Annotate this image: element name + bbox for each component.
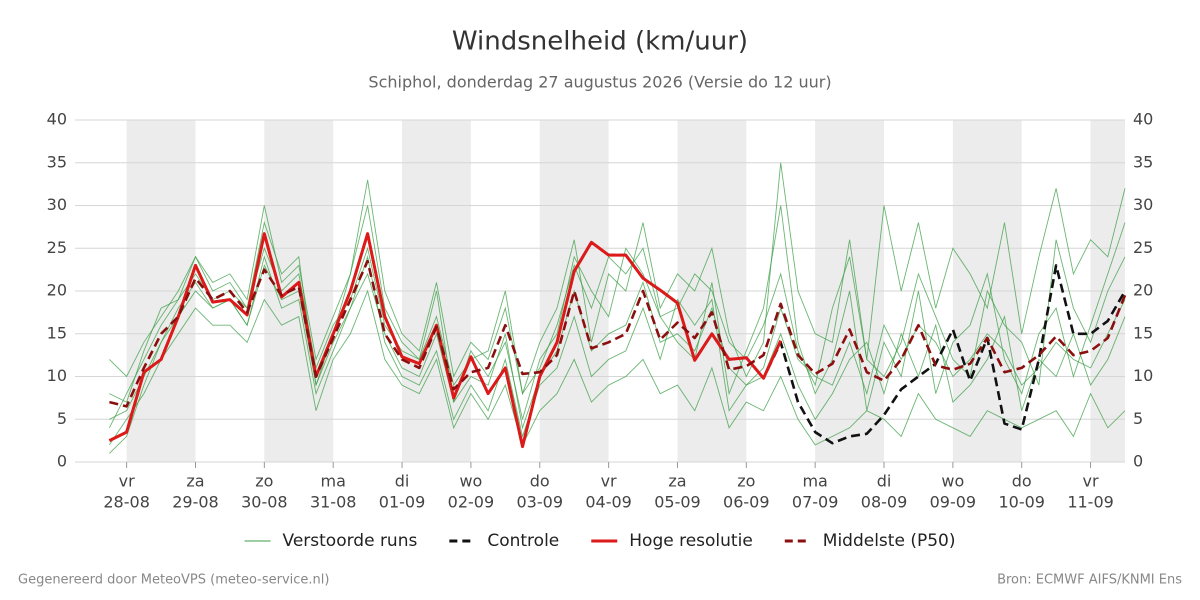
y-tick-label: 20 (47, 281, 67, 300)
legend: Verstoorde runs Controle Hoge resolutie Mid… (244, 531, 956, 551)
x-tick-label: za (186, 472, 204, 491)
y2-tick-label: 30 (1133, 195, 1153, 214)
legend-label: Middelste (P50) (823, 531, 956, 551)
x-tick-label: 02-09 (448, 493, 495, 512)
x-tick-label: 03-09 (517, 493, 564, 512)
y2-tick-label: 0 (1133, 452, 1143, 471)
y2-tick-label: 5 (1133, 409, 1143, 428)
x-tick-label: 28-08 (103, 493, 150, 512)
label-layer: 0 0 5 5 10 10 15 15 20 20 25 25 30 30 35 35 40 40 vr 28-08 z… (47, 110, 1154, 552)
x-tick-label: 05-09 (654, 493, 701, 512)
y-tick-label: 10 (47, 366, 67, 385)
legend-label: Verstoorde runs (283, 531, 418, 551)
x-tick-label: do (1012, 472, 1032, 491)
x-tick-label: vr (119, 472, 135, 491)
ensemble-line (109, 162, 1126, 396)
x-tick-label: 09-09 (930, 493, 977, 512)
y-tick-label: 40 (47, 110, 67, 129)
y-tick-label: 25 (47, 238, 67, 257)
x-tick-label: 07-09 (792, 493, 839, 512)
y2-tick-label: 20 (1133, 281, 1153, 300)
y-tick-label: 30 (47, 195, 67, 214)
chart-title: Windsnelheid (km/uur) (452, 27, 748, 57)
series-line (109, 259, 1127, 408)
x-tick-label: wo (941, 472, 964, 491)
y2-tick-label: 40 (1133, 110, 1153, 129)
y2-tick-label: 10 (1133, 366, 1153, 385)
y-tick-label: 15 (47, 323, 67, 342)
x-tick-label: za (668, 472, 686, 491)
x-tick-label: 30-08 (241, 493, 288, 512)
y-tick-label: 0 (57, 452, 67, 471)
footer-right: Bron: ECMWF AIFS/KNMI Ens (997, 573, 1182, 588)
x-tick-label: ma (802, 472, 827, 491)
y-tick-label: 35 (47, 152, 67, 171)
x-tick-label: vr (1083, 472, 1099, 491)
x-tick-label: zo (737, 472, 755, 491)
legend-label: Controle (487, 531, 559, 551)
y2-tick-label: 15 (1133, 323, 1153, 342)
footer-left: Gegenereerd door MeteoVPS (meteo-service… (18, 573, 329, 588)
chart-subtitle: Schiphol, donderdag 27 augustus 2026 (Ve… (368, 73, 831, 92)
x-tick-label: di (877, 472, 892, 491)
y2-tick-label: 35 (1133, 152, 1153, 171)
x-tick-label: do (530, 472, 550, 491)
ensemble-line (109, 289, 1126, 447)
plot-layer (108, 162, 1127, 454)
x-tick-label: 04-09 (585, 493, 632, 512)
x-tick-label: di (395, 472, 410, 491)
x-tick-label: 29-08 (172, 493, 219, 512)
x-tick-label: ma (321, 472, 346, 491)
background-layer (75, 119, 1125, 463)
legend-label: Hoge resolutie (629, 531, 753, 551)
x-tick-label: 10-09 (998, 493, 1045, 512)
x-tick-label: 01-09 (379, 493, 426, 512)
x-tick-label: 08-09 (861, 493, 908, 512)
x-tick-label: zo (255, 472, 273, 491)
y2-tick-label: 25 (1133, 238, 1153, 257)
x-tick-label: wo (459, 472, 482, 491)
x-tick-label: 06-09 (723, 493, 770, 512)
ensemble-line (109, 264, 1126, 430)
x-tick-label: 31-08 (310, 493, 357, 512)
x-tick-label: vr (601, 472, 617, 491)
y-tick-label: 5 (57, 409, 67, 428)
ensemble-line (109, 255, 1126, 454)
x-tick-label: 11-09 (1067, 493, 1114, 512)
